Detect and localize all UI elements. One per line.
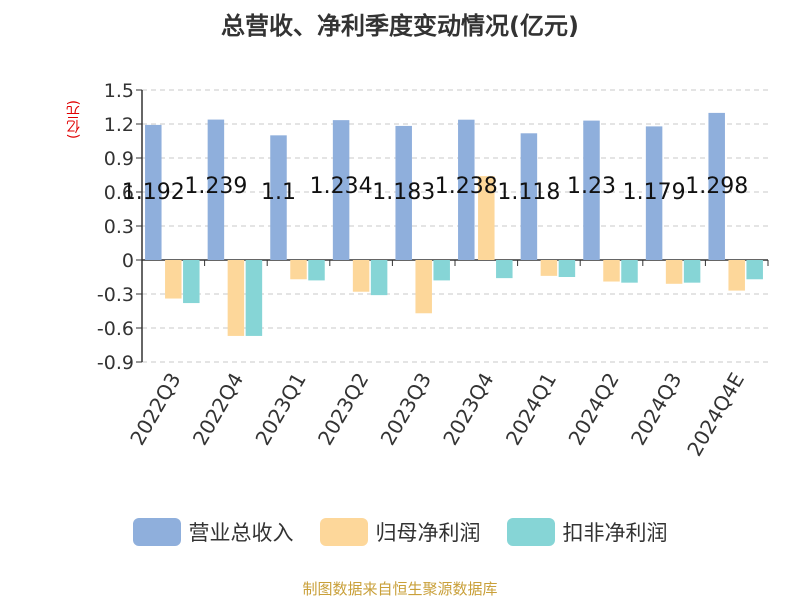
bar-revenue — [332, 120, 350, 260]
x-tick-label: 2023Q3 — [376, 369, 436, 450]
bar-revenue — [395, 125, 412, 260]
y-tick-label: 0.9 — [104, 148, 134, 170]
legend-swatch-net-profit — [319, 518, 368, 546]
data-label-revenue: 1.1 — [261, 180, 296, 205]
bar-net-profit — [165, 260, 182, 299]
x-tick-label: 2023Q1 — [250, 369, 310, 450]
legend: 营业总收入 归母净利润 扣非净利润 — [0, 517, 800, 547]
legend-item-net-profit[interactable]: 归母净利润 — [319, 517, 481, 547]
bar-revenue — [583, 120, 600, 260]
data-label-revenue: 1.234 — [310, 174, 373, 199]
data-label-revenue: 1.239 — [184, 174, 247, 199]
data-label-revenue: 1.238 — [435, 174, 498, 199]
bar-revenue — [645, 126, 663, 260]
bar-revenue — [458, 119, 475, 261]
x-tick-label: 2024Q2 — [563, 369, 623, 450]
legend-item-revenue[interactable]: 营业总收入 — [132, 517, 294, 547]
y-tick-label: -0.3 — [97, 284, 134, 306]
bar-deducted-profit — [183, 260, 200, 304]
legend-label-revenue: 营业总收入 — [188, 521, 294, 545]
legend-swatch-revenue — [132, 518, 181, 546]
bar-revenue — [207, 119, 225, 260]
x-tick-label: 2023Q2 — [313, 369, 373, 450]
bar-deducted-profit — [746, 260, 763, 280]
y-tick-label: 0.3 — [104, 216, 134, 238]
chart-title: 总营收、净利季度变动情况(亿元) — [221, 12, 579, 40]
bar-net-profit — [290, 260, 307, 280]
y-tick-label: -0.9 — [97, 352, 134, 374]
bar-deducted-profit — [308, 260, 325, 281]
bar-deducted-profit — [370, 260, 388, 296]
bar-revenue — [708, 112, 725, 260]
data-label-revenue: 1.179 — [623, 180, 686, 205]
data-label-revenue: 1.23 — [567, 174, 616, 199]
y-tick-label: -0.6 — [97, 318, 134, 340]
x-tick-label: 2022Q3 — [125, 369, 185, 450]
bar-deducted-profit — [245, 260, 263, 336]
data-label-revenue: 1.118 — [497, 180, 560, 205]
data-label-revenue: 1.192 — [122, 180, 185, 205]
bar-revenue — [520, 133, 538, 260]
bar-revenue — [270, 135, 287, 260]
y-tick-label: 0.6 — [104, 182, 134, 204]
x-tick-label: 2024Q4E — [682, 369, 749, 461]
bar-deducted-profit — [683, 260, 701, 283]
bar-revenue — [145, 124, 162, 260]
y-tick-label: 1.5 — [104, 80, 134, 102]
x-tick-label: 2023Q4 — [438, 369, 498, 450]
x-tick-label: 2024Q3 — [626, 369, 686, 450]
source-note: 制图数据来自恒生聚源数据库 — [302, 580, 498, 598]
bar-deducted-profit — [496, 260, 513, 279]
legend-swatch-deducted-profit — [506, 518, 555, 546]
bar-net-profit — [540, 260, 558, 276]
bar-net-profit — [665, 260, 683, 284]
bar-net-profit — [352, 260, 370, 292]
y-tick-label: 1.2 — [104, 114, 134, 136]
legend-label-net-profit: 归母净利润 — [375, 521, 481, 545]
x-tick-label: 2024Q1 — [501, 369, 561, 450]
bar-net-profit — [478, 176, 495, 260]
y-tick-label: 0 — [122, 250, 134, 272]
bar-deducted-profit — [558, 260, 576, 277]
data-label-revenue: 1.298 — [685, 174, 748, 199]
legend-item-deducted-profit[interactable]: 扣非净利润 — [506, 517, 668, 547]
legend-label-deducted-profit: 扣非净利润 — [562, 521, 668, 545]
bar-deducted-profit — [433, 260, 450, 281]
data-label-revenue: 1.183 — [372, 180, 435, 205]
bar-net-profit — [728, 260, 745, 291]
bar-net-profit — [415, 260, 432, 314]
bar-net-profit — [227, 260, 245, 336]
bar-net-profit — [603, 260, 620, 282]
bar-deducted-profit — [621, 260, 638, 283]
x-tick-label: 2022Q4 — [188, 369, 248, 450]
